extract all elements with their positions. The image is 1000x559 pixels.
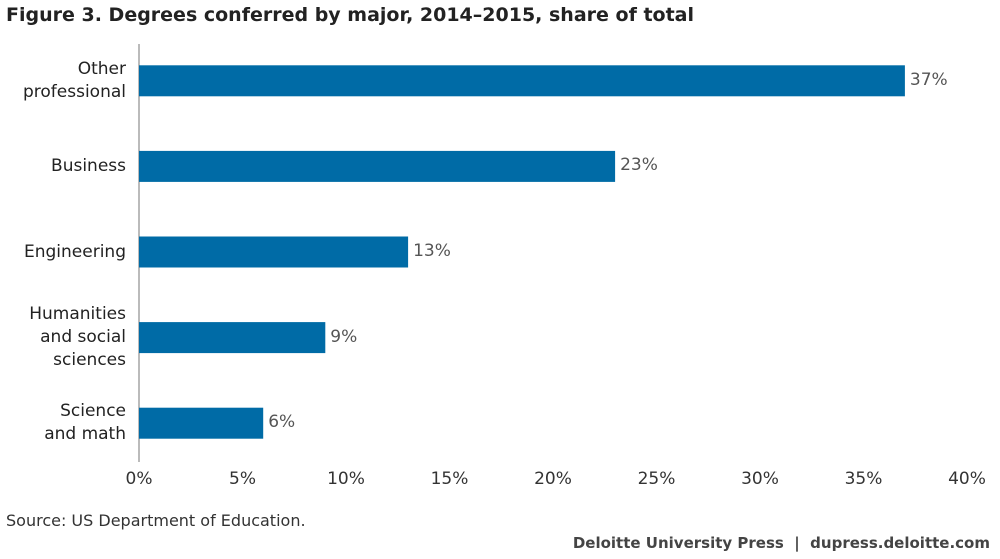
value-label: 13% bbox=[413, 241, 451, 261]
bar bbox=[139, 236, 409, 268]
y-tick-label: Engineering bbox=[24, 241, 126, 262]
y-tick-label: Business bbox=[51, 155, 126, 176]
y-tick-label: Humanities and social sciences bbox=[29, 304, 126, 371]
value-label: 6% bbox=[268, 412, 296, 433]
y-tick-label: Science and math bbox=[44, 401, 126, 445]
bar bbox=[139, 322, 326, 354]
source: Source: US Department of Education. bbox=[6, 511, 306, 530]
x-tick-label: 40% bbox=[948, 469, 986, 489]
x-tick-label: 15% bbox=[430, 469, 469, 489]
bar bbox=[139, 407, 264, 439]
x-tick-label: 20% bbox=[534, 469, 572, 489]
x-tick-label: 0% bbox=[125, 469, 153, 489]
x-tick-label: 10% bbox=[327, 469, 365, 489]
x-tick-label: 25% bbox=[637, 469, 676, 489]
x-tick-label: 30% bbox=[741, 469, 779, 489]
chart-title: Figure 3. Degrees conferred by major, 20… bbox=[6, 4, 695, 26]
value-label: 23% bbox=[620, 155, 658, 176]
bar bbox=[139, 150, 616, 182]
bar bbox=[139, 65, 905, 97]
value-label: 9% bbox=[330, 326, 358, 347]
y-tick-label: Other professional bbox=[22, 58, 126, 102]
footer: Deloitte University Press | dupress.delo… bbox=[572, 534, 990, 552]
x-tick-label: 35% bbox=[844, 469, 883, 489]
x-tick-label: 5% bbox=[229, 469, 256, 489]
value-label: 37% bbox=[909, 69, 948, 90]
